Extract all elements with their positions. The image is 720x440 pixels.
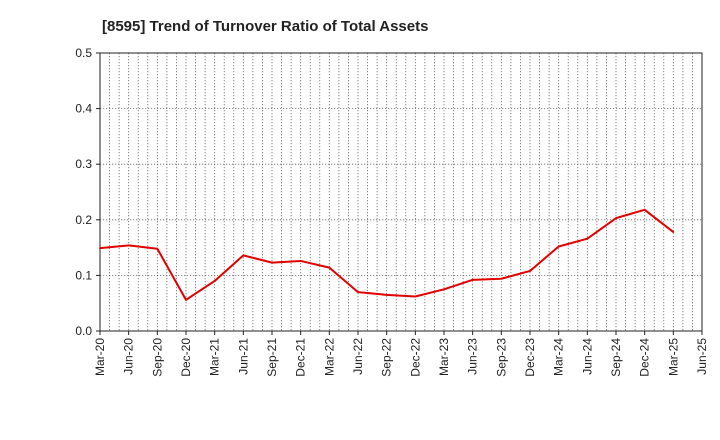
x-tick-label: Mar-24 xyxy=(552,338,566,376)
x-tick-label: Sep-21 xyxy=(265,338,279,377)
x-tick-label: Mar-23 xyxy=(437,338,451,376)
x-tick-label: Jun-23 xyxy=(466,338,480,375)
x-tick-label: Mar-21 xyxy=(208,338,222,376)
y-tick-label: 0.1 xyxy=(75,268,92,282)
data-point xyxy=(185,298,187,301)
series-layer xyxy=(99,208,675,301)
data-point xyxy=(271,261,273,264)
data-point xyxy=(615,217,617,220)
data-point xyxy=(299,260,302,262)
data-point xyxy=(213,280,216,282)
y-tick-label: 0.0 xyxy=(75,324,92,338)
x-tick-label: Mar-25 xyxy=(666,338,680,376)
x-axis: Mar-20 Jun-20 Sep-20 Dec-20 Mar-21 Jun-21 Sep-… xyxy=(93,331,709,377)
x-tick-label: Dec-22 xyxy=(408,338,422,377)
data-point xyxy=(643,208,646,211)
data-point xyxy=(529,270,531,272)
data-point xyxy=(328,266,331,269)
data-point xyxy=(414,295,417,298)
y-tick-label: 0.2 xyxy=(75,213,92,227)
x-tick-label: Sep-24 xyxy=(609,338,623,377)
data-point xyxy=(242,254,245,257)
y-axis: 0.0 0.1 0.2 0.3 0.4 0.5 xyxy=(75,46,100,338)
grid xyxy=(100,53,702,331)
x-tick-label: Mar-22 xyxy=(322,338,336,376)
x-tick-label: Dec-21 xyxy=(294,338,308,377)
data-point xyxy=(443,288,445,291)
data-point xyxy=(385,293,388,296)
x-tick-label: Jun-21 xyxy=(236,338,250,375)
x-tick-label: Dec-23 xyxy=(523,338,537,377)
chart-title: [8595] Trend of Turnover Ratio of Total … xyxy=(102,18,428,35)
x-tick-label: Jun-24 xyxy=(580,338,594,375)
data-point xyxy=(471,278,474,281)
data-point xyxy=(586,237,589,240)
y-tick-label: 0.4 xyxy=(75,102,92,116)
x-tick-label: Dec-24 xyxy=(638,338,652,377)
x-tick-label: Sep-22 xyxy=(380,338,394,377)
data-point xyxy=(357,291,359,293)
y-tick-label: 0.3 xyxy=(75,157,92,171)
data-point xyxy=(500,277,503,280)
data-point xyxy=(156,247,159,250)
y-tick-label: 0.5 xyxy=(75,46,92,60)
data-point xyxy=(99,247,101,250)
x-tick-label: Sep-23 xyxy=(494,338,508,377)
x-tick-label: Dec-20 xyxy=(179,338,193,377)
plot-area xyxy=(99,52,703,332)
data-point xyxy=(557,245,560,248)
x-tick-label: Jun-25 xyxy=(695,338,709,375)
x-tick-label: Sep-20 xyxy=(150,338,164,377)
x-tick-label: Mar-20 xyxy=(93,338,107,376)
x-tick-label: Jun-20 xyxy=(122,338,136,375)
data-point xyxy=(127,244,130,247)
x-tick-label: Jun-22 xyxy=(351,338,365,375)
data-point xyxy=(672,231,675,233)
